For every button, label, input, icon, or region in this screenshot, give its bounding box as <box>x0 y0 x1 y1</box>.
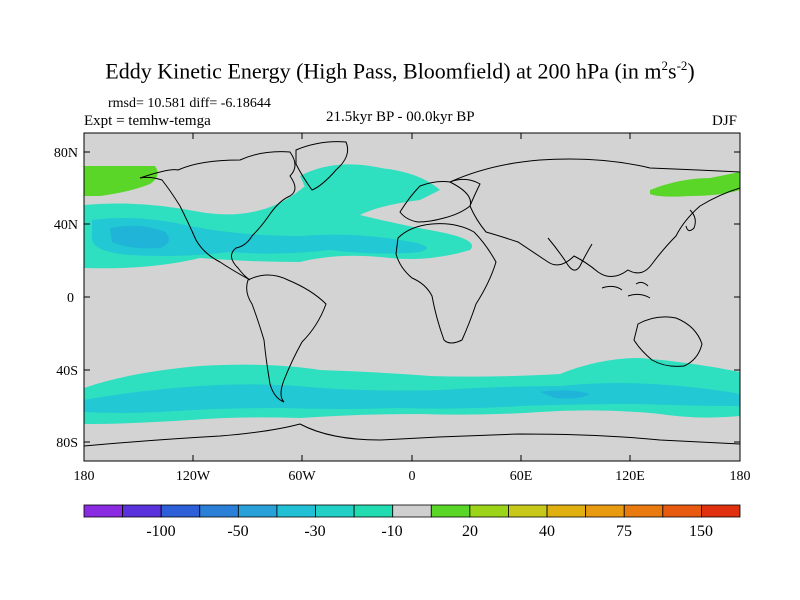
axis-ticks <box>84 133 740 461</box>
lat-label-40n: 40N <box>54 218 78 233</box>
coast-asia <box>448 158 740 277</box>
colorbar-box <box>585 504 625 518</box>
lon-label-0: 0 <box>409 469 416 484</box>
rmsd-diff-stats: rmsd= 10.581 diff= -6.18644 <box>108 96 271 111</box>
season-label: DJF <box>712 113 738 129</box>
sh-band-core <box>540 390 590 399</box>
nh-band-inner <box>92 218 427 256</box>
colorbar-box <box>315 504 355 518</box>
lat-label-80s: 80S <box>56 436 78 451</box>
colorbar-label-150: 150 <box>689 523 713 540</box>
colorbar-label-m100: -100 <box>146 523 175 540</box>
coastlines <box>84 141 740 447</box>
experiment-label: Expt = temhw-temga <box>84 113 211 129</box>
colorbar-box <box>199 504 239 518</box>
colorbar-label-m10: -10 <box>381 523 402 540</box>
colorbar-box <box>508 504 548 518</box>
coast-australia <box>633 316 703 367</box>
lon-label-180e: 180 <box>730 469 751 484</box>
colorbar-box <box>122 504 162 518</box>
coast-south-america <box>246 274 327 403</box>
period-label: 21.5kyr BP - 00.0kyr BP <box>326 109 475 125</box>
lon-label-120w: 120W <box>176 469 211 484</box>
colorbar-box <box>469 504 509 518</box>
colorbar-label-m30: -30 <box>304 523 325 540</box>
coast-africa <box>395 223 497 344</box>
colorbar-box <box>662 504 702 518</box>
colorbar-box <box>546 504 587 518</box>
green-north-pacific <box>84 166 158 196</box>
nh-band-core <box>110 225 169 249</box>
colorbar-label-20: 20 <box>462 523 478 540</box>
colorbar-box <box>160 504 201 518</box>
colorbar-box <box>430 504 471 518</box>
lon-label-60w: 60W <box>288 469 316 484</box>
lat-label-80n: 80N <box>54 146 78 161</box>
colorbar-box <box>353 504 394 518</box>
coast-japan <box>685 209 696 232</box>
coast-antarctica <box>84 423 740 447</box>
coast-greenland <box>295 141 349 191</box>
lat-label-0: 0 <box>67 291 74 306</box>
colorbar-box <box>276 504 316 518</box>
colorbar-box <box>701 504 741 518</box>
contour-fills <box>84 141 740 447</box>
coast-europe <box>399 178 481 223</box>
sh-band-inner <box>84 383 740 413</box>
colorbar-label-40: 40 <box>539 523 555 540</box>
colorbar-box <box>623 504 664 518</box>
nh-atlantic-arm <box>300 164 420 206</box>
plot-title: Eddy Kinetic Energy (High Pass, Bloomfie… <box>105 58 695 84</box>
lon-label-120e: 120E <box>615 469 645 484</box>
lon-label-180w: 180 <box>74 469 95 484</box>
colorbar-box <box>83 504 123 518</box>
colorbar-label-75: 75 <box>616 523 632 540</box>
green-east-asia <box>650 172 740 197</box>
colorbar-box <box>392 504 432 518</box>
lon-label-60e: 60E <box>510 469 533 484</box>
colorbar <box>83 504 741 518</box>
lat-label-40s: 40S <box>56 364 78 379</box>
colorbar-box <box>237 504 278 518</box>
colorbar-label-m50: -50 <box>227 523 248 540</box>
coast-indonesia <box>601 281 651 299</box>
coast-north-america <box>139 151 296 281</box>
coast-india <box>547 237 593 271</box>
